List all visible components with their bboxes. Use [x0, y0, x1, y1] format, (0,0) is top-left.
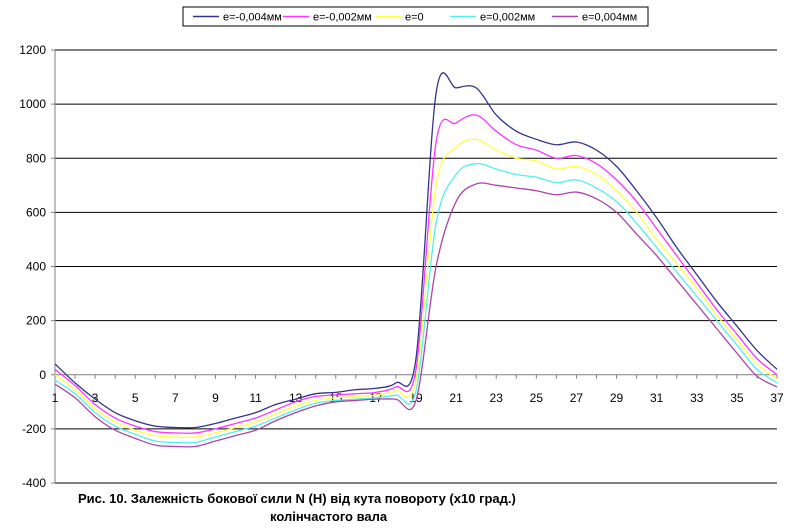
y-tick-label: 1000	[19, 97, 46, 111]
x-tick-label: 35	[730, 391, 744, 405]
x-tick-labels: 1 3 5 7 9 11 13 15 17 19 21 23 25 27 29 31 33 35 37	[52, 391, 784, 405]
y-tick-label: 1200	[19, 43, 46, 57]
y-tick-labels: -400 -200 0 200 400 600 800 1000 1200	[19, 43, 46, 490]
legend-label-4: е=0,002мм	[480, 12, 535, 24]
x-tick-label: 11	[249, 391, 262, 405]
legend-label-5: е=0,004мм	[582, 12, 637, 24]
chart-caption-line-2: колінчастого вала	[270, 509, 388, 524]
legend-box	[182, 6, 649, 27]
x-tick-label: 5	[132, 391, 139, 405]
x-tick-label: 33	[690, 391, 704, 405]
gridlines	[55, 49, 777, 484]
chart-caption-line-1: Рис. 10. Залежність бокової сили N (Н) в…	[78, 491, 516, 506]
x-tick-label: 3	[92, 391, 99, 405]
legend-label-3: е=0	[405, 12, 424, 24]
legend: е=-0,004мм е=-0,002мм е=0 е=0,002мм е=0,004м…	[182, 6, 649, 27]
series-line-2	[54, 114, 778, 434]
y-tick-label: 800	[26, 151, 46, 165]
x-tick-label: 29	[610, 391, 624, 405]
series-line-5	[54, 182, 778, 448]
x-tick-label: 31	[650, 391, 664, 405]
axes	[51, 49, 778, 484]
x-tick-label: 37	[770, 391, 784, 405]
x-tick-label: 25	[530, 391, 544, 405]
legend-label-2: е=-0,002мм	[313, 12, 372, 24]
x-tick-label: 1	[52, 391, 59, 405]
x-tick-label: 27	[570, 391, 584, 405]
series-line-1	[54, 72, 778, 429]
y-tick-label: -400	[22, 476, 46, 490]
x-tick-label: 9	[212, 391, 219, 405]
y-tick-label: 600	[26, 205, 46, 219]
x-tick-label: 21	[449, 391, 463, 405]
series-line-3	[54, 138, 778, 438]
y-tick-label: 0	[39, 368, 46, 382]
series-lines	[54, 72, 778, 448]
series-line-4	[54, 162, 778, 444]
y-tick-label: -200	[22, 422, 46, 436]
y-tick-label: 200	[26, 314, 46, 328]
legend-label-1: е=-0,004мм	[223, 12, 282, 24]
x-tick-label: 23	[490, 391, 504, 405]
y-tick-label: 400	[26, 260, 46, 274]
x-tick-label: 7	[172, 391, 179, 405]
